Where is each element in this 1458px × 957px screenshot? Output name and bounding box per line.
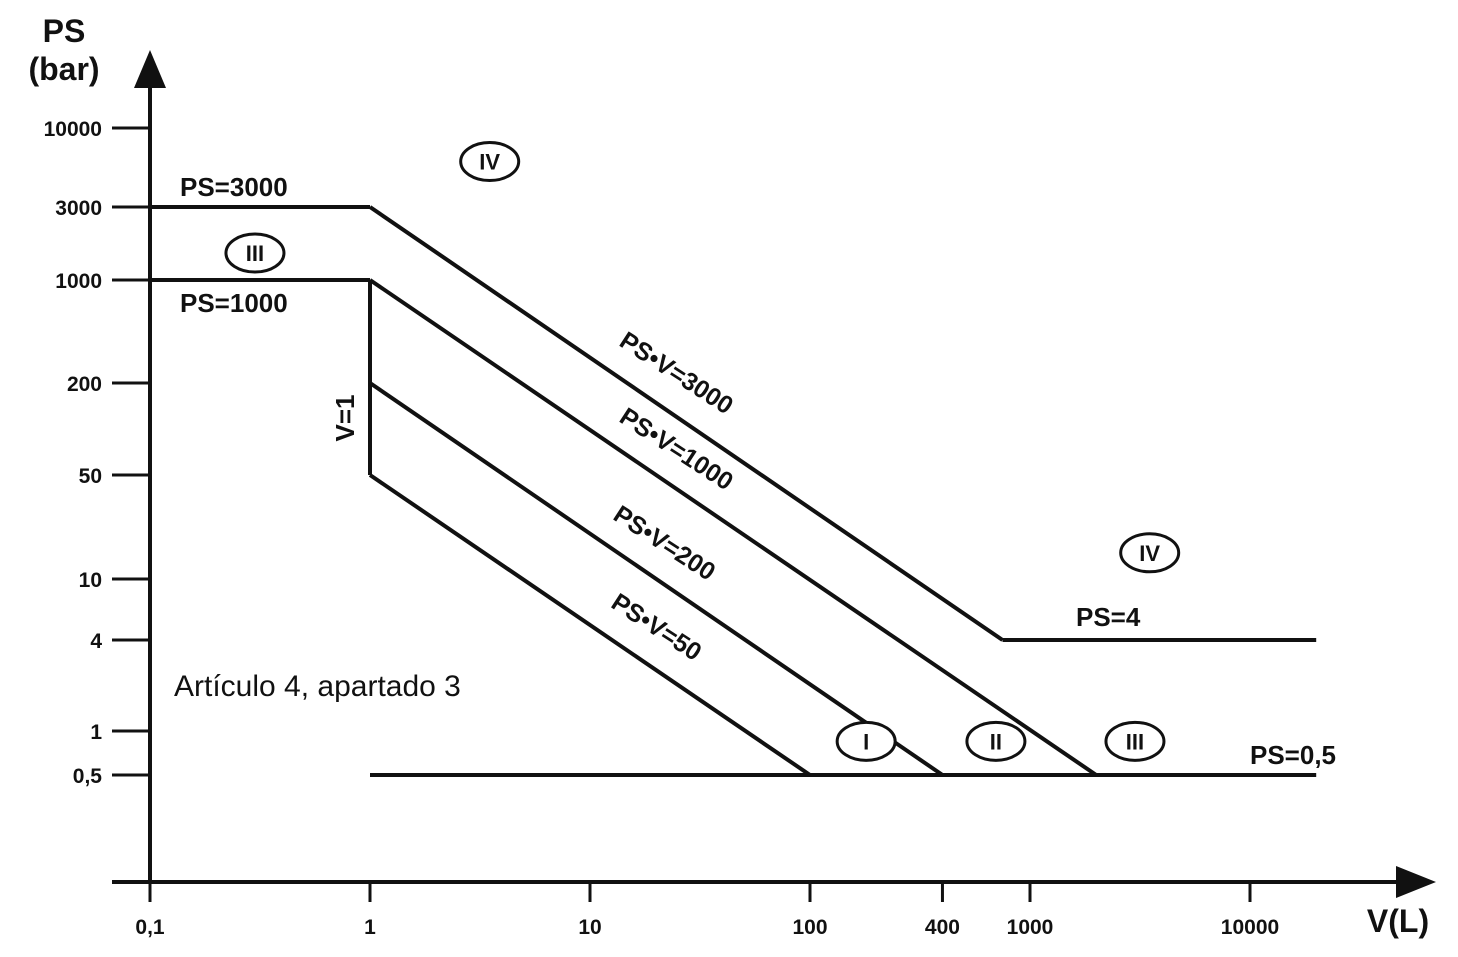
category-marker: I	[835, 720, 897, 762]
y-tick-label: 10	[79, 569, 102, 592]
category-marker-label: IV	[1139, 541, 1160, 566]
category-marker-circle	[1104, 720, 1166, 762]
category-marker-circle	[459, 141, 521, 183]
category-marker: II	[965, 720, 1027, 762]
x-axis	[112, 866, 1436, 898]
y-axis-title-line2: (bar)	[28, 51, 99, 87]
category-marker-label: III	[1126, 729, 1144, 754]
category-marker-circle	[965, 720, 1027, 762]
category-marker-circle	[835, 720, 897, 762]
category-marker-label: IV	[479, 150, 500, 175]
x-tick-label: 400	[925, 916, 960, 939]
y-tick-label: 50	[79, 465, 102, 488]
note-articulo: Artículo 4, apartado 3	[174, 670, 461, 703]
x-tick-label: 10000	[1221, 916, 1279, 939]
label-v1: V=1	[330, 395, 360, 442]
y-tick-label: 10000	[44, 118, 102, 141]
y-tick-label: 4	[90, 630, 102, 653]
label-ps4: PS=4	[1076, 602, 1141, 632]
y-tick-label: 0,5	[73, 765, 103, 788]
category-marker: IV	[1119, 532, 1181, 574]
y-tick-label: 1	[90, 721, 102, 744]
x-tick-label: 1	[364, 916, 376, 939]
category-marker-label: II	[990, 729, 1002, 754]
y-tick-label: 3000	[55, 197, 102, 220]
y-tick-label: 1000	[55, 270, 102, 293]
y-ticks: 0,5 1 4 10 50 200 1000 3000 10000	[44, 118, 150, 788]
x-tick-label: 0,1	[135, 916, 165, 939]
series-line	[368, 205, 1004, 642]
category-marker-label: I	[863, 729, 869, 754]
x-tick-label: 10	[578, 916, 601, 939]
label-ps3000: PS=3000	[180, 172, 288, 202]
series-line	[368, 278, 1098, 777]
label-ps05: PS=0,5	[1250, 740, 1336, 770]
y-axis-title-line1: PS	[43, 13, 86, 49]
x-axis-title: V(L)	[1367, 903, 1429, 939]
y-tick-label: 200	[67, 373, 102, 396]
label-ps1000: PS=1000	[180, 288, 288, 318]
y-axis-arrowhead	[134, 50, 166, 88]
x-tick-label: 100	[792, 916, 827, 939]
category-marker: IV	[459, 141, 521, 183]
x-ticks: 0,1 1 10 100 400 1000 10000	[135, 882, 1279, 939]
label-psv50: PS•V=50	[606, 588, 706, 667]
label-psv200: PS•V=200	[608, 500, 720, 586]
category-marker: III	[224, 232, 286, 274]
x-axis-arrowhead	[1396, 866, 1436, 898]
category-marker-circle	[1119, 532, 1181, 574]
category-marker-label: III	[246, 241, 264, 266]
series-lines	[150, 205, 1317, 777]
series-line	[368, 381, 944, 777]
category-marker: III	[1104, 720, 1166, 762]
category-marker-circle	[224, 232, 286, 274]
y-axis	[134, 50, 166, 882]
x-tick-label: 1000	[1007, 916, 1054, 939]
series-line	[368, 473, 812, 777]
